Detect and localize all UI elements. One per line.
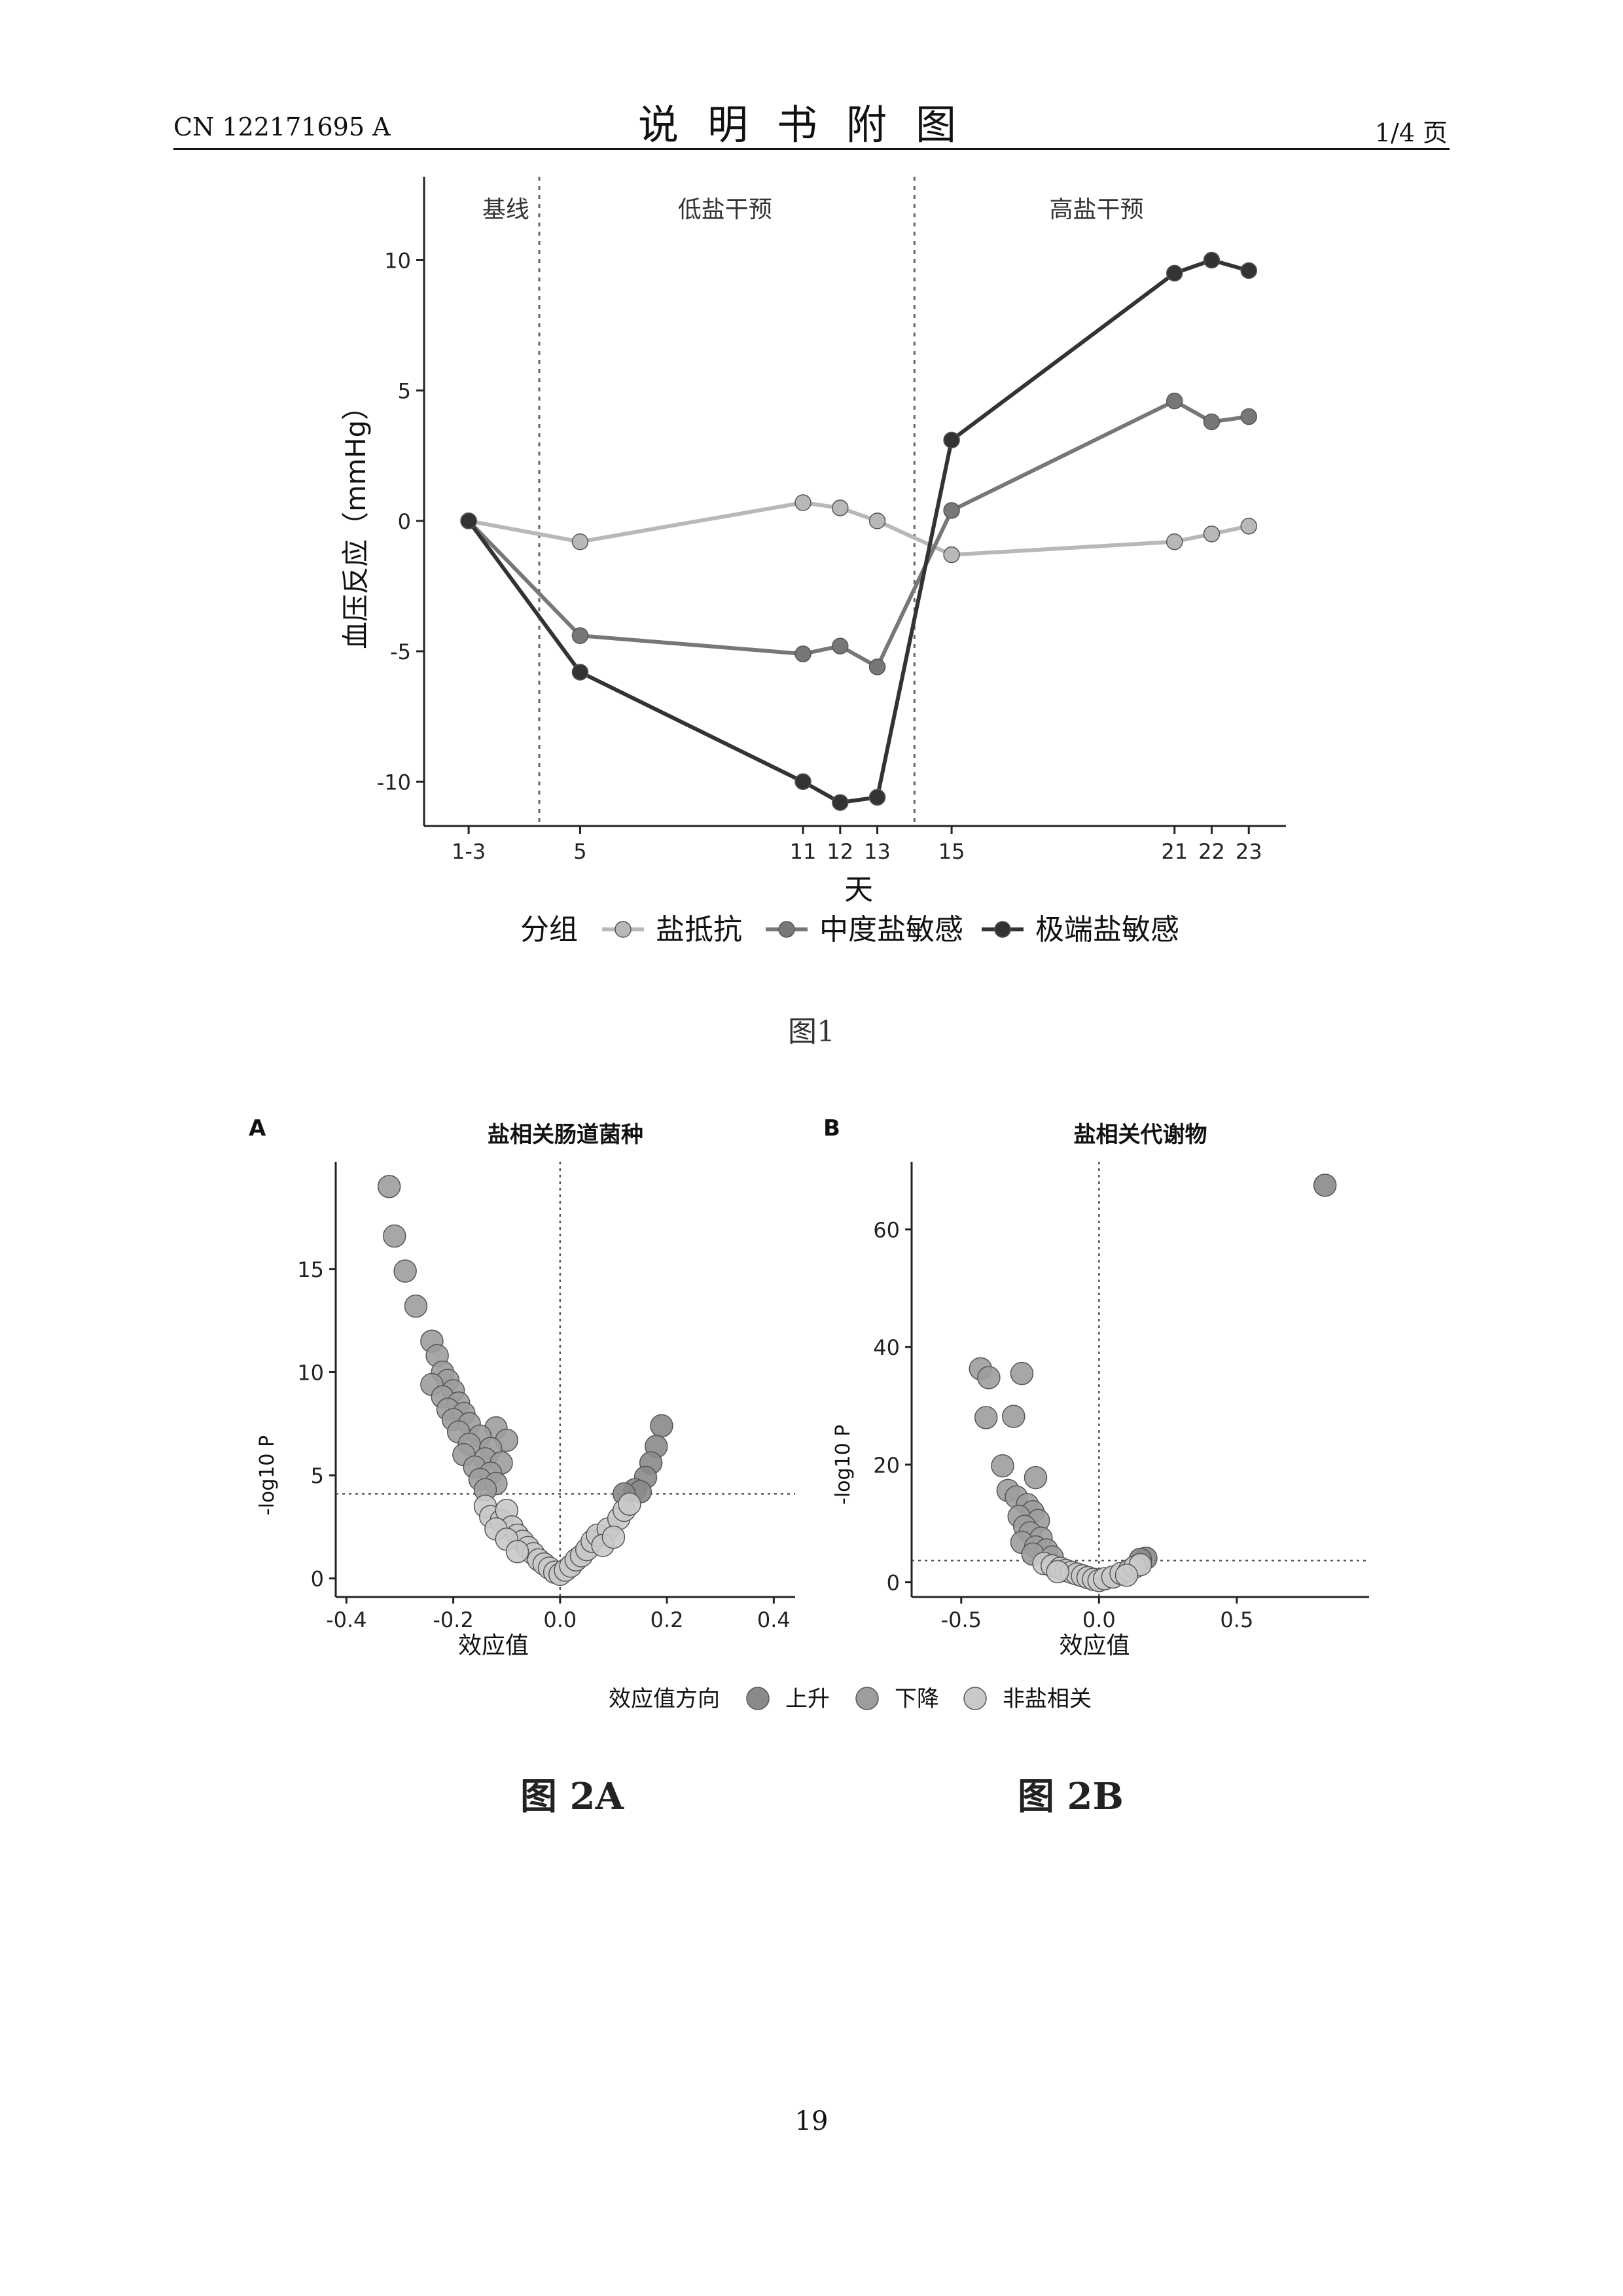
volcano-point — [1024, 1467, 1046, 1489]
x-tick-label: 0.4 — [757, 1607, 791, 1632]
volcano-point — [618, 1493, 641, 1515]
volcano-point — [991, 1455, 1014, 1477]
volcano-point — [378, 1175, 401, 1198]
y-tick-label: 0 — [887, 1571, 900, 1596]
volcano-point — [1010, 1363, 1033, 1385]
legend-swatch-point — [964, 1687, 986, 1710]
x-tick-label: -0.2 — [433, 1607, 473, 1632]
panel-letter: B — [823, 1115, 840, 1141]
y-tick-label: 40 — [873, 1335, 900, 1360]
panel-title: 盐相关肠道菌种 — [488, 1122, 643, 1148]
x-tick-label: -0.4 — [326, 1607, 366, 1632]
volcano-point — [975, 1407, 997, 1429]
y-axis-title: -log10 P — [832, 1425, 855, 1505]
x-tick-label: 0.5 — [1220, 1607, 1253, 1632]
volcano-point — [978, 1367, 1000, 1389]
x-tick-label: 0.0 — [1082, 1607, 1116, 1632]
y-tick-label: 0 — [311, 1567, 324, 1592]
x-axis-title: 效应值 — [1059, 1632, 1130, 1659]
x-tick-label: 0.2 — [651, 1607, 684, 1632]
y-tick-label: 15 — [297, 1257, 324, 1282]
x-axis-title: 效应值 — [458, 1632, 529, 1659]
volcano-point — [404, 1295, 427, 1318]
legend-label: 非盐相关 — [1003, 1686, 1092, 1712]
volcano-point — [651, 1414, 673, 1437]
x-tick-label: -0.5 — [941, 1607, 982, 1632]
volcano-point — [394, 1260, 416, 1282]
volcano-point — [1115, 1564, 1137, 1587]
page-number: 19 — [0, 2106, 1623, 2136]
panel-title: 盐相关代谢物 — [1074, 1122, 1207, 1148]
legend-title: 效应值方向 — [609, 1686, 720, 1712]
y-tick-label: 10 — [297, 1360, 324, 1385]
volcano-point — [602, 1526, 624, 1549]
legend-swatch-point — [856, 1687, 878, 1710]
volcano-point — [507, 1541, 529, 1563]
legend-label: 下降 — [895, 1686, 939, 1712]
y-tick-label: 20 — [873, 1453, 900, 1478]
volcano-point — [383, 1225, 406, 1247]
volcano-point — [1314, 1174, 1336, 1196]
y-tick-label: 5 — [311, 1463, 324, 1488]
y-axis-title: -log10 P — [256, 1435, 279, 1515]
volcano-point — [1046, 1560, 1069, 1583]
x-tick-label: 0.0 — [543, 1607, 577, 1632]
volcano-point — [1003, 1405, 1025, 1427]
figure-2b-caption: 图 2B — [1018, 1767, 1124, 1820]
legend-swatch-point — [747, 1687, 769, 1710]
figure-2a-caption: 图 2A — [520, 1767, 624, 1820]
y-tick-label: 60 — [873, 1217, 900, 1242]
panel-letter: A — [249, 1115, 266, 1141]
legend-label: 上升 — [785, 1686, 830, 1712]
